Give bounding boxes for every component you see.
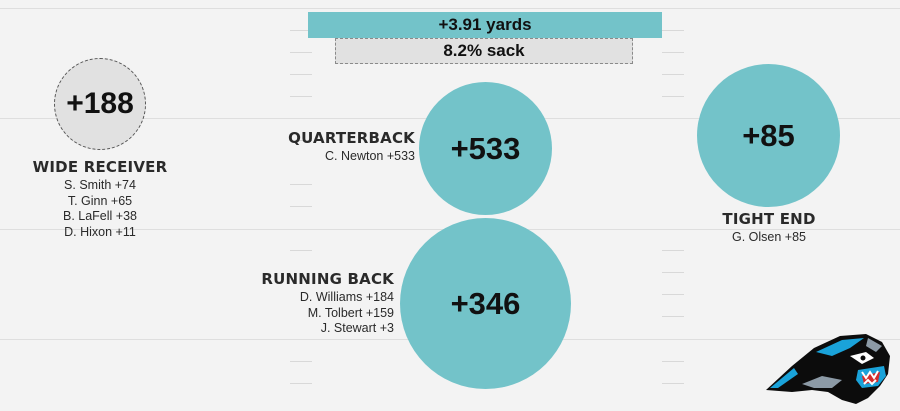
yards-per-play-bar: +3.91 yards — [308, 12, 662, 38]
hash-mark — [290, 30, 312, 31]
wide-receiver-label: WIDE RECEIVER — [32, 158, 168, 176]
hash-mark — [290, 206, 312, 207]
hash-mark — [290, 140, 312, 141]
quarterback-circle: +533 — [419, 82, 552, 215]
hash-mark — [662, 316, 684, 317]
tight-end-label: TIGHT END — [722, 210, 816, 228]
hash-mark — [662, 74, 684, 75]
player-line: J. Stewart +3 — [320, 321, 394, 335]
hash-mark — [662, 294, 684, 295]
sack-rate-bar: 8.2% sack — [335, 38, 633, 64]
hash-mark — [662, 250, 684, 251]
running-back-label: RUNNING BACK — [261, 270, 394, 288]
wide-receiver-total: +188 — [66, 87, 134, 120]
running-back-circle: +346 — [400, 218, 571, 389]
hash-mark — [662, 30, 684, 31]
hash-mark — [290, 250, 312, 251]
hash-mark — [290, 74, 312, 75]
wide-receiver-circle: +188 — [54, 58, 146, 150]
running-back-total: +346 — [450, 285, 521, 321]
hash-mark — [290, 96, 312, 97]
player-line: T. Ginn +65 — [67, 193, 133, 208]
player-line: C. Newton +533 — [325, 149, 415, 163]
tight-end-circle: +85 — [697, 64, 840, 207]
player-line: D. Hixon +11 — [64, 224, 136, 239]
player-line: D. Williams +184 — [299, 290, 394, 304]
tight-end-total: +85 — [742, 117, 795, 153]
hash-mark — [662, 52, 684, 53]
quarterback-players: C. Newton +533 — [250, 149, 415, 165]
player-line: G. Olsen +85 — [732, 230, 806, 244]
quarterback-label: QUARTERBACK — [288, 129, 415, 147]
running-back-players: D. Williams +184 M. Tolbert +159 J. Stew… — [230, 290, 394, 337]
player-line: B. LaFell +38 — [62, 209, 137, 223]
tight-end-players: G. Olsen +85 — [698, 230, 840, 246]
hash-mark — [662, 361, 684, 362]
hash-mark — [290, 361, 312, 362]
quarterback-total: +533 — [450, 130, 521, 166]
wide-receiver-players: S. Smith +74 T. Ginn +65 B. LaFell +38 D… — [20, 178, 180, 240]
panther-head-logo-icon — [766, 334, 890, 404]
hash-mark — [290, 52, 312, 53]
hash-mark — [290, 383, 312, 384]
hash-mark — [662, 272, 684, 273]
hash-mark — [662, 383, 684, 384]
hash-mark — [662, 96, 684, 97]
player-line: M. Tolbert +159 — [307, 305, 394, 320]
hash-mark — [290, 184, 312, 185]
player-line: S. Smith +74 — [64, 178, 136, 192]
yard-line — [0, 8, 900, 9]
